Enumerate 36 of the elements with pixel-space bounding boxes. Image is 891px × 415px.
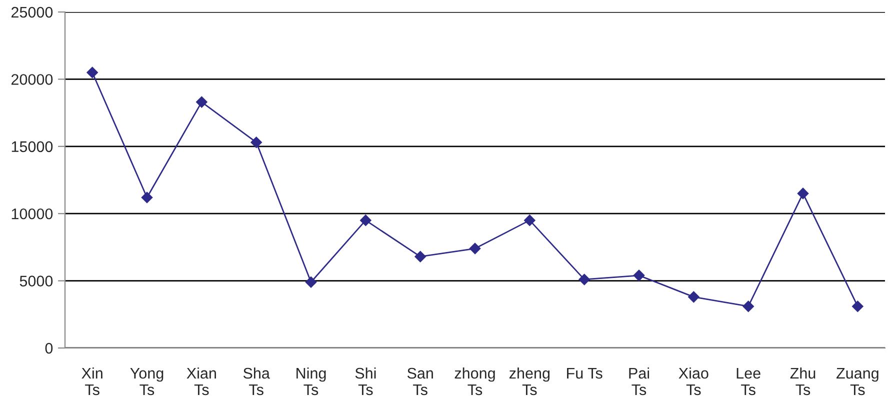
point (141, 192, 153, 204)
x-tick-label: Fu Ts (567, 368, 602, 379)
y-tick-label: 0 (45, 342, 53, 354)
x-tick-label: Sha Ts (243, 367, 270, 396)
point (414, 251, 426, 262)
x-tick-label: Xian Ts (186, 367, 216, 396)
y-tick-label: 5000 (20, 276, 53, 286)
x-tick-label: zhong Ts (454, 367, 495, 396)
x-tick-label: Zuang Ts (836, 368, 878, 396)
point (250, 136, 262, 148)
x-tick-label: Xiao Ts (678, 367, 708, 396)
point (633, 270, 645, 282)
x-tick-label: zheng Ts (509, 367, 550, 396)
point (469, 242, 481, 254)
point (524, 214, 536, 226)
y-tick-label: 15000 (12, 141, 53, 152)
x-tick-label: Lee Ts (736, 368, 760, 396)
point (797, 188, 809, 200)
point (196, 96, 208, 108)
point (305, 276, 317, 288)
y-tick-label: 20000 (11, 74, 53, 85)
x-tick-label: Zhu Ts (790, 367, 816, 396)
y-tick-label: 10000 (12, 208, 53, 220)
x-tick-label: Yong Ts (130, 368, 164, 396)
x-tick-label: Ning Ts (296, 367, 326, 396)
x-tick-label: Xin Ts (82, 367, 102, 396)
point (688, 291, 700, 303)
point (852, 300, 864, 312)
point (86, 66, 98, 78)
y-tick-label: 25000 (11, 6, 53, 18)
point (742, 300, 754, 312)
x-tick-label: San Ts (407, 368, 433, 396)
x-tick-label: Pai Ts (629, 367, 650, 396)
x-tick-label: Shi Ts (355, 367, 376, 396)
point (578, 274, 590, 286)
point (360, 214, 372, 226)
